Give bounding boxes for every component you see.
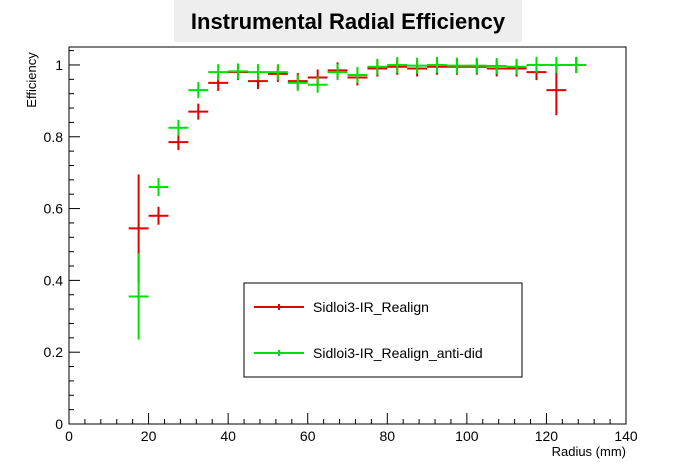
x-tick-label: 60 [300, 428, 316, 444]
data-point [347, 67, 368, 84]
data-point [446, 57, 467, 74]
axis-ticks: 0 20 40 60 80 100 120 140 0 0.2 0.4 0.6 0.8 1 [44, 50, 638, 444]
data-point [208, 64, 229, 81]
data-point [287, 74, 308, 91]
data-point [168, 134, 189, 151]
data-point [466, 57, 487, 74]
data-point [228, 63, 249, 80]
title-box [174, 0, 522, 42]
chart-title: Instrumental Radial Efficiency [191, 9, 506, 34]
plot-frame [68, 46, 627, 425]
y-tick-label: 0.8 [44, 129, 64, 145]
data-point [367, 58, 388, 75]
data-point [188, 82, 209, 99]
data-point [248, 64, 268, 81]
data-point [148, 178, 169, 197]
x-axis-label: Radius (mm) [552, 444, 626, 459]
series-2 [128, 56, 587, 340]
x-tick-label: 80 [379, 428, 395, 444]
data-point [188, 103, 209, 120]
data-point [566, 56, 587, 73]
data-point [128, 253, 149, 340]
y-axis-label: Efficiency [24, 52, 39, 108]
legend: Sidloi3-IR_Realign Sidloi3-IR_Realign_an… [243, 282, 523, 378]
y-tick-label: 0.6 [44, 201, 64, 217]
data-point [148, 206, 169, 225]
x-tick-label: 40 [220, 428, 236, 444]
x-tick-label: 100 [455, 428, 479, 444]
data-point [267, 64, 288, 81]
x-tick-label: 140 [614, 428, 638, 444]
data-point [407, 57, 428, 74]
data-point [546, 64, 567, 116]
data-point [486, 58, 507, 75]
data-point [387, 56, 408, 73]
x-tick-label: 0 [65, 428, 73, 444]
data-point [526, 56, 547, 73]
x-tick-label: 120 [535, 428, 559, 444]
data-point [327, 64, 348, 81]
data-point [427, 56, 447, 73]
data-point [546, 56, 567, 73]
y-tick-label: 0.2 [44, 344, 64, 360]
data-point [168, 119, 189, 136]
data-point [307, 76, 328, 93]
y-tick-label: 1 [55, 57, 63, 73]
y-tick-label: 0 [55, 416, 63, 432]
data-point [506, 58, 527, 75]
y-tick-label: 0.4 [44, 272, 64, 288]
legend-label-series-1: Sidloi3-IR_Realign [313, 299, 429, 315]
legend-box [243, 282, 523, 378]
data-series [128, 56, 587, 340]
x-tick-label: 20 [141, 428, 157, 444]
legend-label-series-2: Sidloi3-IR_Realign_anti-did [313, 345, 483, 361]
